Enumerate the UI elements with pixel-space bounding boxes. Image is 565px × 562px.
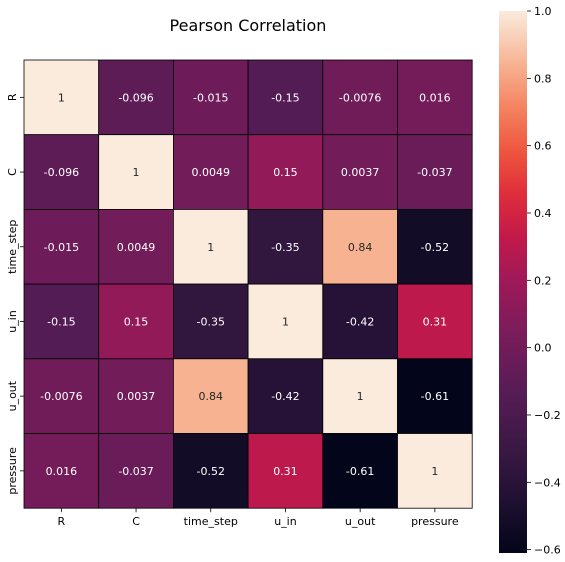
cell-value-label: -0.61 — [346, 465, 374, 478]
heatmap-cell — [23, 59, 100, 136]
y-tick-label: pressure — [6, 447, 19, 495]
cell-value-label: 0.31 — [423, 315, 448, 328]
colorbar-tick-label: 0.8 — [534, 72, 552, 85]
heatmap-cell — [247, 59, 324, 136]
heatmap-cells: 1 -0.096 -0.015 -0.15 -0.0076 0.016 -0.096 1 0.0… — [23, 59, 473, 509]
colorbar-tick-label: 0.0 — [534, 342, 552, 355]
x-tick-label: C — [132, 515, 140, 528]
colorbar-tick-label: 0.2 — [534, 274, 552, 287]
heatmap-cell — [322, 358, 398, 434]
cell-value-label: -0.0076 — [339, 91, 381, 104]
cell-value-label: 1 — [58, 91, 65, 104]
cell-value-label: 0.0037 — [341, 166, 380, 179]
cell-value-label: 0.31 — [273, 465, 298, 478]
y-tick-label: C — [6, 168, 19, 176]
colorbar — [499, 11, 527, 553]
heatmap-cell — [23, 358, 100, 434]
cell-value-label: -0.15 — [271, 91, 299, 104]
heatmap-cell — [247, 208, 324, 285]
heatmap-cell — [322, 433, 398, 509]
heatmap-cell — [247, 283, 324, 360]
colorbar-ticks: 1.0 0.8 0.6 0.4 0.2 0.0 −0.2 −0.4 −0.6 — [527, 5, 561, 557]
heatmap-cell — [98, 208, 174, 285]
cell-value-label: -0.015 — [44, 241, 79, 254]
cell-value-label: -0.35 — [197, 315, 225, 328]
cell-value-label: 0.0037 — [117, 390, 156, 403]
cell-value-label: -0.61 — [421, 390, 449, 403]
heatmap-cell — [247, 134, 324, 210]
heatmap-cell — [172, 283, 249, 360]
heatmap-cell — [172, 358, 249, 434]
y-tick-label: time_step — [6, 220, 19, 274]
heatmap-cell — [247, 358, 324, 434]
heatmap-cell — [397, 208, 473, 285]
cell-value-label: -0.42 — [346, 315, 374, 328]
heatmap-cell — [322, 283, 398, 360]
cell-value-label: 0.016 — [419, 91, 451, 104]
cell-value-label: 0.0049 — [192, 166, 231, 179]
x-tick-label: u_out — [345, 515, 376, 528]
heatmap-cell — [322, 59, 398, 136]
cell-value-label: -0.15 — [47, 315, 75, 328]
heatmap-cell — [23, 208, 100, 285]
cell-value-label: -0.52 — [421, 241, 449, 254]
cell-value-label: 0.016 — [46, 465, 78, 478]
heatmap-cell — [397, 134, 473, 210]
colorbar-tick-label: 0.6 — [534, 140, 552, 153]
colorbar-tick-label: 1.0 — [534, 5, 552, 18]
heatmap-cell — [322, 208, 398, 285]
cell-value-label: -0.096 — [118, 91, 153, 104]
x-tick-label: time_step — [184, 515, 238, 528]
y-tick-label: u_out — [6, 380, 19, 411]
cell-value-label: -0.037 — [417, 166, 452, 179]
cell-value-label: 0.0049 — [117, 241, 156, 254]
heatmap-cell — [397, 283, 473, 360]
colorbar-tick-label: 0.4 — [534, 207, 552, 220]
cell-value-label: -0.42 — [271, 390, 299, 403]
heatmap-cell — [397, 433, 473, 509]
chart-title: Pearson Correlation — [170, 16, 327, 35]
x-tick-label: R — [58, 515, 66, 528]
cell-value-label: -0.015 — [193, 91, 228, 104]
cell-value-label: 1 — [133, 166, 140, 179]
colorbar-tick-label: −0.4 — [534, 476, 561, 489]
heatmap-cell — [397, 59, 473, 136]
cell-value-label: -0.037 — [118, 465, 153, 478]
heatmap-cell — [23, 283, 100, 360]
cell-value-label: 0.84 — [199, 390, 224, 403]
heatmap-cell — [23, 433, 100, 509]
x-tick-label: u_in — [274, 515, 297, 528]
cell-value-label: 1 — [207, 241, 214, 254]
cell-value-label: -0.096 — [44, 166, 79, 179]
colorbar-tick-label: −0.2 — [534, 409, 561, 422]
cell-value-label: -0.35 — [271, 241, 299, 254]
heatmap-cell — [98, 59, 174, 136]
cell-value-label: 0.15 — [124, 315, 149, 328]
x-tick-label: pressure — [411, 515, 459, 528]
heatmap-cell — [172, 208, 249, 285]
y-tick-label: R — [6, 93, 19, 101]
cell-value-label: 0.84 — [348, 241, 373, 254]
cell-value-label: 1 — [282, 315, 289, 328]
heatmap-cell — [98, 134, 174, 210]
cell-value-label: -0.52 — [197, 465, 225, 478]
cell-value-label: 0.15 — [273, 166, 298, 179]
heatmap-cell — [98, 283, 174, 360]
cell-value-label: 1 — [431, 465, 438, 478]
cell-value-label: -0.0076 — [40, 390, 82, 403]
heatmap-cell — [172, 59, 249, 136]
colorbar-tick-label: −0.6 — [534, 544, 561, 557]
y-tick-label: u_in — [6, 310, 19, 333]
cell-value-label: 1 — [357, 390, 364, 403]
heatmap-cell — [397, 358, 473, 434]
